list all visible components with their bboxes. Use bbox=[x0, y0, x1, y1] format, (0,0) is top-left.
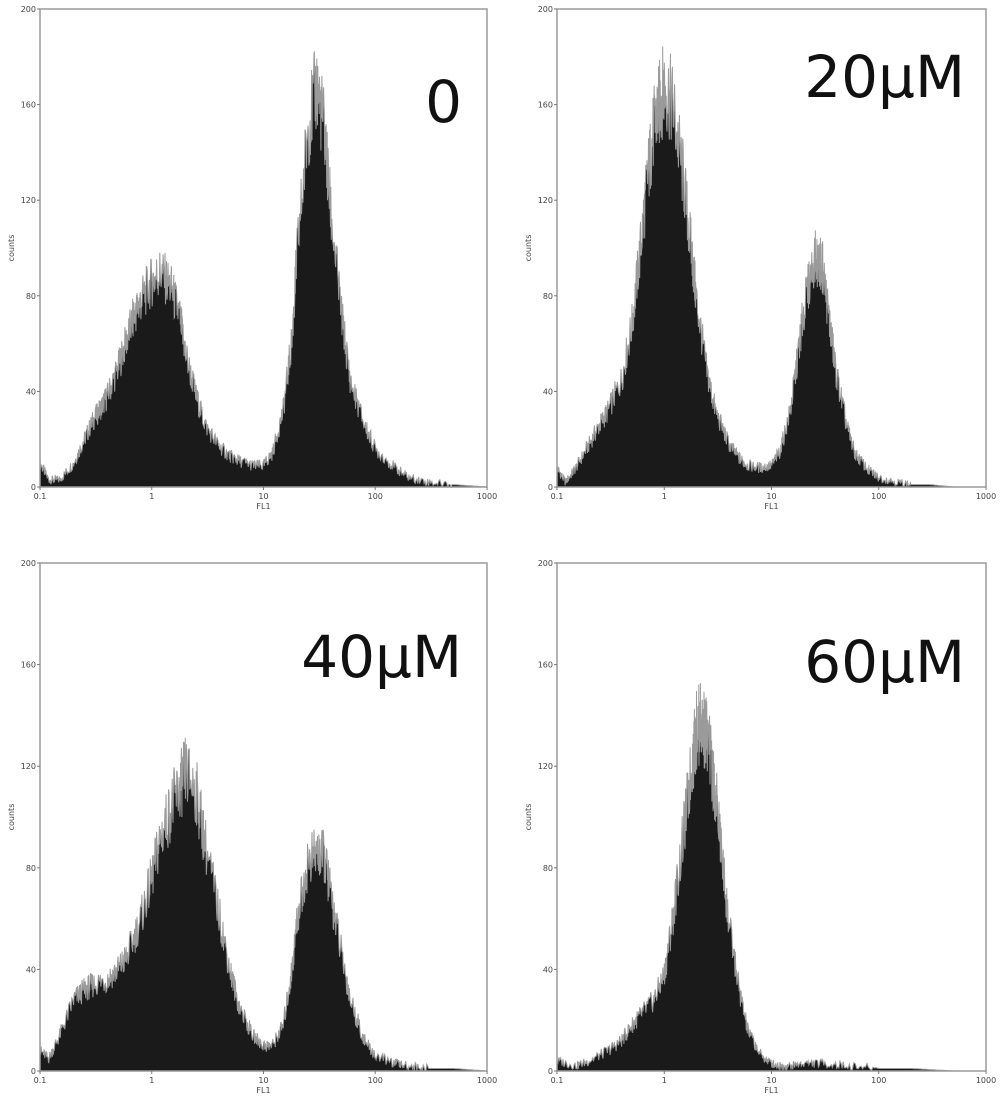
histogram-edge-series-1 bbox=[39, 51, 488, 489]
histogram-panel-3: 0 40 80 120 160 200 0.1 1 10 100 1000 FL1 counts 40μM bbox=[7, 559, 497, 1095]
x-tick-label: 1000 bbox=[477, 492, 497, 501]
x-tick-label: 1000 bbox=[976, 492, 996, 501]
histogram-edge-series-1 bbox=[556, 683, 986, 1072]
y-tick-label: 40 bbox=[543, 965, 553, 974]
x-tick-label: 0.1 bbox=[34, 1076, 47, 1085]
x-tick-label: 10 bbox=[258, 492, 268, 501]
y-tick-label: 200 bbox=[21, 559, 36, 568]
x-tick-label: 10 bbox=[766, 492, 776, 501]
y-tick-label: 200 bbox=[21, 5, 36, 14]
y-axis-label: counts bbox=[7, 804, 16, 831]
y-axis-label: counts bbox=[7, 235, 16, 262]
panel-title: 20μM bbox=[804, 43, 965, 111]
x-tick-label: 1000 bbox=[976, 1076, 996, 1085]
histogram-panel-4: 0 40 80 120 160 200 0.1 1 10 100 1000 FL1 counts 60μM bbox=[524, 559, 996, 1095]
x-tick-label: 100 bbox=[368, 492, 383, 501]
y-tick-label: 120 bbox=[21, 762, 36, 771]
x-tick-label: 0.1 bbox=[34, 492, 47, 501]
x-tick-label: 100 bbox=[871, 1076, 886, 1085]
y-tick-label: 160 bbox=[21, 101, 36, 110]
panel-title: 40μM bbox=[301, 623, 462, 691]
y-tick-label: 80 bbox=[26, 864, 36, 873]
y-tick-label: 160 bbox=[538, 101, 553, 110]
y-tick-label: 120 bbox=[538, 196, 553, 205]
x-axis-label: FL1 bbox=[764, 1086, 778, 1095]
x-tick-label: 1 bbox=[662, 1076, 667, 1085]
histogram-panel-2: 0 40 80 120 160 200 0.1 1 10 100 1000 FL1 counts 20μM bbox=[524, 5, 996, 511]
y-tick-label: 200 bbox=[538, 5, 553, 14]
y-tick-label: 0 bbox=[31, 483, 36, 492]
y-tick-label: 0 bbox=[548, 483, 553, 492]
y-tick-label: 120 bbox=[538, 762, 553, 771]
y-tick-label: 200 bbox=[538, 559, 553, 568]
y-tick-label: 80 bbox=[543, 292, 553, 301]
y-tick-label: 80 bbox=[26, 292, 36, 301]
y-tick-label: 40 bbox=[26, 387, 36, 396]
y-axis-label: counts bbox=[524, 804, 533, 831]
x-tick-label: 1 bbox=[149, 1076, 154, 1085]
y-axis-label: counts bbox=[524, 235, 533, 262]
x-axis-label: FL1 bbox=[764, 502, 778, 511]
x-tick-label: 0.1 bbox=[551, 1076, 564, 1085]
panel-title: 60μM bbox=[804, 628, 965, 696]
histogram-panel-1: 0 40 80 120 160 200 0.1 1 10 100 1000 FL1 counts 0 bbox=[7, 5, 497, 511]
y-tick-label: 80 bbox=[543, 864, 553, 873]
histogram-area-series-1 bbox=[557, 46, 986, 487]
y-tick-label: 40 bbox=[543, 387, 553, 396]
x-tick-label: 1 bbox=[149, 492, 154, 501]
x-tick-label: 10 bbox=[766, 1076, 776, 1085]
histogram-edge-series-1 bbox=[556, 46, 986, 488]
y-tick-label: 0 bbox=[31, 1067, 36, 1076]
y-tick-label: 160 bbox=[538, 661, 553, 670]
histogram-area-series-1 bbox=[40, 51, 487, 487]
x-tick-label: 10 bbox=[258, 1076, 268, 1085]
x-tick-label: 1 bbox=[662, 492, 667, 501]
y-tick-label: 40 bbox=[26, 965, 36, 974]
y-tick-label: 0 bbox=[548, 1067, 553, 1076]
panel-title: 0 bbox=[425, 68, 462, 136]
histogram-edge-series-1 bbox=[39, 737, 488, 1072]
y-tick-label: 120 bbox=[21, 196, 36, 205]
x-tick-label: 100 bbox=[368, 1076, 383, 1085]
histogram-area-series-1 bbox=[40, 737, 487, 1071]
x-axis-label: FL1 bbox=[256, 1086, 270, 1095]
histogram-area-series-1 bbox=[557, 683, 986, 1071]
x-tick-label: 0.1 bbox=[551, 492, 564, 501]
x-axis-label: FL1 bbox=[256, 502, 270, 511]
x-tick-label: 1000 bbox=[477, 1076, 497, 1085]
x-tick-label: 100 bbox=[871, 492, 886, 501]
y-tick-label: 160 bbox=[21, 661, 36, 670]
